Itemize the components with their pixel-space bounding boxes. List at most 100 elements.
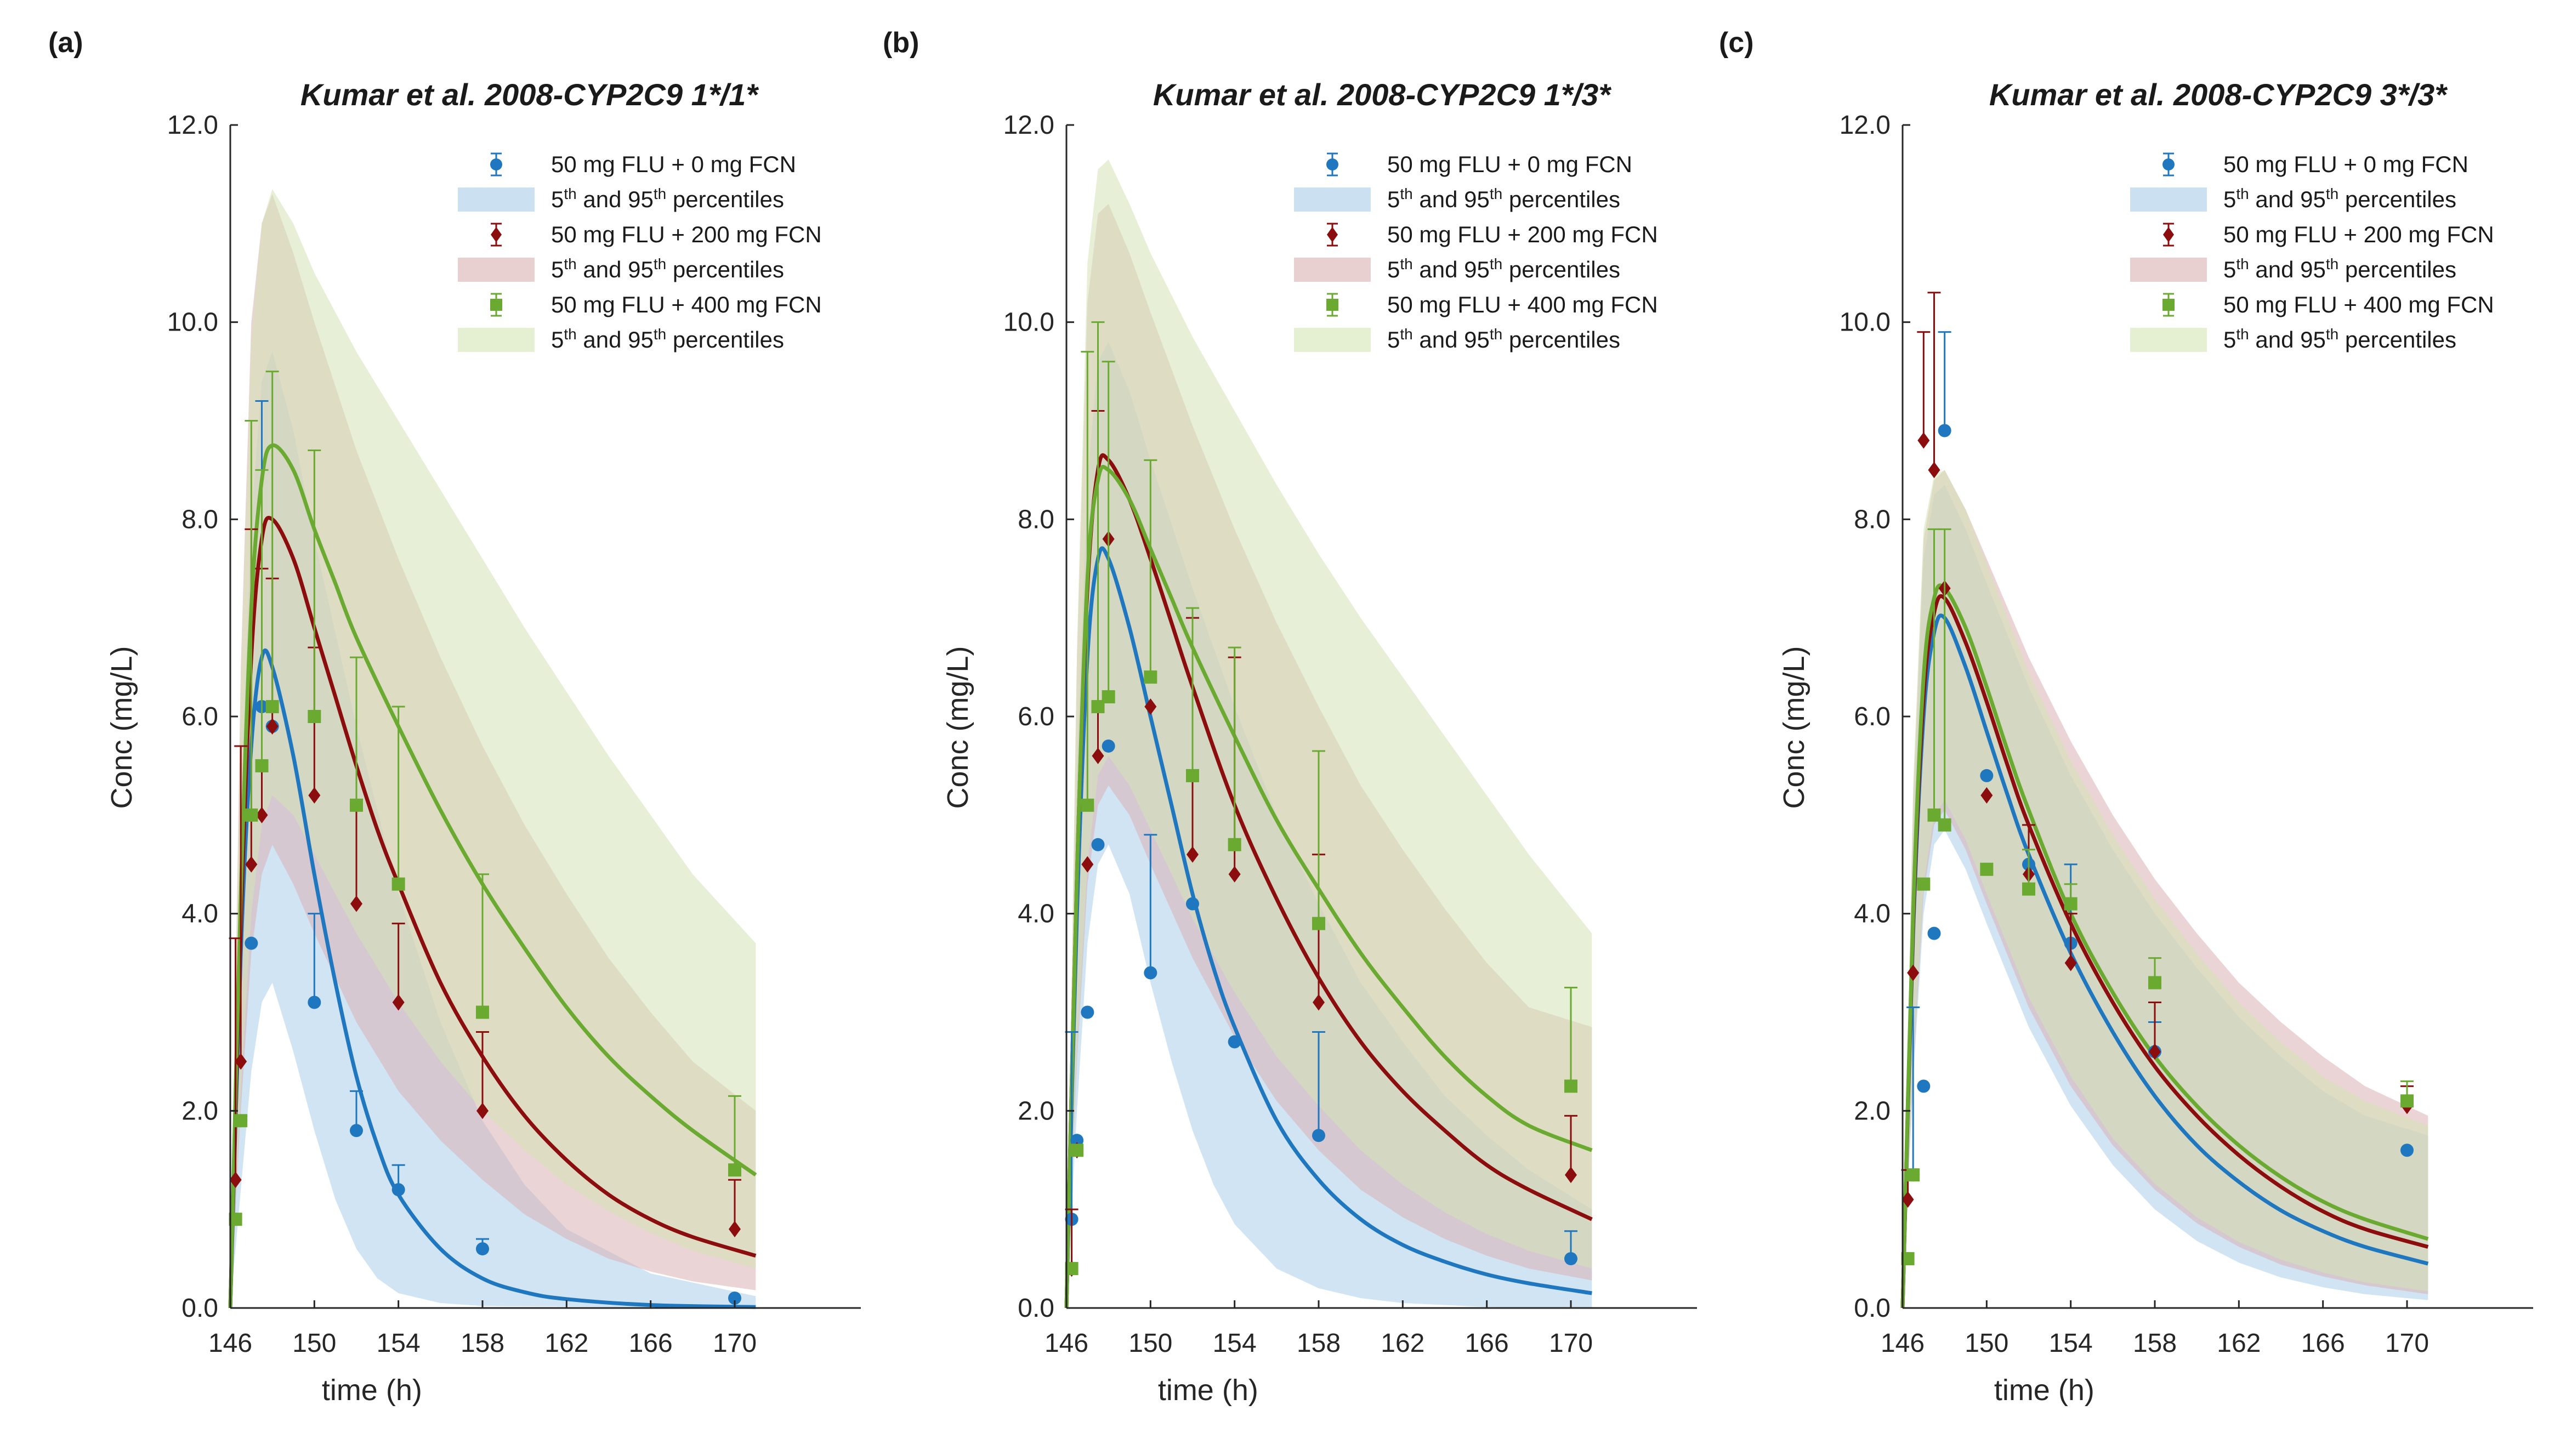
simulated-lines xyxy=(1064,453,1593,1309)
y-tick-label: 0.0 xyxy=(1854,1294,1891,1323)
chart-panel-c: (c) Kumar et al. 2008-CYP2C9 3*/3* 0.0 2.0 4… xyxy=(1719,27,2533,1407)
chart-panel-a: (a) Kumar et al. 2008-CYP2C9 1*/1* 0.0 2.0 4… xyxy=(48,27,861,1407)
x-axis-label: time (h) xyxy=(1158,1374,1258,1407)
data-point xyxy=(476,1242,489,1256)
legend-label: 50 mg FLU + 200 mg FCN xyxy=(551,221,822,247)
y-axis-label: Conc (mg/L) xyxy=(1778,646,1810,809)
data-point xyxy=(1901,1191,1914,1208)
data-point xyxy=(229,1171,242,1188)
axes: 0.0 2.0 4.0 6.0 8.0 10.0 12.0 146 150 154 158 162 16… xyxy=(105,111,861,1407)
y-tick-label: 8.0 xyxy=(1854,505,1891,534)
data-point xyxy=(1228,838,1241,851)
data-point xyxy=(1906,1168,1920,1182)
data-point xyxy=(245,808,258,822)
data-point xyxy=(1917,1079,1931,1093)
simulated-line-circle xyxy=(1064,546,1592,1309)
data-point xyxy=(229,1213,242,1226)
y-tick-label: 4.0 xyxy=(1854,900,1891,929)
data-point xyxy=(1186,897,1199,911)
x-tick-label: 154 xyxy=(2049,1329,2093,1358)
data-point xyxy=(728,1163,741,1177)
panel-label: (c) xyxy=(1719,27,1754,59)
legend-band-swatch-icon xyxy=(1294,258,1371,282)
x-tick-label: 146 xyxy=(208,1329,252,1358)
legend-band-label: 5th and 95th percentiles xyxy=(1387,326,1620,353)
data-point xyxy=(2149,1043,2161,1060)
data-point xyxy=(1228,1035,1241,1049)
data-point xyxy=(729,1221,741,1238)
data-point xyxy=(1228,866,1241,883)
legend-diamond-marker-icon xyxy=(491,227,502,242)
axes: 0.0 2.0 4.0 6.0 8.0 10.0 12.0 146 150 154 158 162 16… xyxy=(1778,111,2533,1407)
data-point xyxy=(1102,690,1115,704)
data-point xyxy=(1186,769,1199,782)
data-point xyxy=(1102,739,1115,753)
y-tick-label: 8.0 xyxy=(1018,505,1054,534)
x-tick-label: 150 xyxy=(292,1329,336,1358)
x-tick-label: 146 xyxy=(1881,1329,1925,1358)
data-point xyxy=(1565,1167,1577,1184)
legend: 50 mg FLU + 0 mg FCN 5th and 95th percent… xyxy=(458,151,822,352)
data-point xyxy=(255,759,269,772)
x-tick-label: 170 xyxy=(2385,1329,2429,1358)
x-tick-label: 166 xyxy=(1465,1329,1509,1358)
data-point xyxy=(256,806,268,823)
x-axis-label: time (h) xyxy=(322,1374,422,1407)
y-tick-label: 2.0 xyxy=(1854,1096,1891,1125)
data-point xyxy=(1081,1005,1094,1019)
x-tick-label: 146 xyxy=(1045,1329,1088,1358)
percentile-band-square xyxy=(1066,159,1592,1309)
data-point xyxy=(235,1053,247,1070)
data-point xyxy=(2022,882,2035,896)
legend-square-marker-icon xyxy=(2162,299,2175,311)
data-point xyxy=(476,1102,489,1119)
data-point xyxy=(1564,1252,1577,1266)
y-tick-label: 0.0 xyxy=(181,1294,218,1323)
data-point xyxy=(2400,1144,2414,1157)
y-tick-label: 6.0 xyxy=(1854,702,1891,731)
data-point xyxy=(1187,846,1199,863)
legend-label: 50 mg FLU + 400 mg FCN xyxy=(2223,292,2494,317)
panel-label: (b) xyxy=(883,27,919,59)
y-tick-label: 10.0 xyxy=(167,308,218,337)
y-tick-label: 2.0 xyxy=(181,1096,218,1125)
data-point xyxy=(1901,1252,1915,1266)
y-tick-label: 6.0 xyxy=(181,702,218,731)
data-point xyxy=(391,877,405,891)
y-tick-label: 4.0 xyxy=(181,900,218,929)
y-tick-label: 0.0 xyxy=(1018,1294,1054,1323)
y-tick-label: 10.0 xyxy=(1003,308,1054,337)
x-tick-label: 162 xyxy=(2217,1329,2261,1358)
panel-label: (a) xyxy=(48,27,83,59)
axes: 0.0 2.0 4.0 6.0 8.0 10.0 12.0 146 150 154 158 162 16… xyxy=(941,111,1697,1407)
data-point xyxy=(1907,964,1920,981)
data-point xyxy=(2064,897,2077,911)
legend-band-swatch-icon xyxy=(1294,187,1371,212)
data-point xyxy=(1312,1129,1325,1142)
x-tick-label: 158 xyxy=(461,1329,504,1358)
data-point xyxy=(1927,926,1941,940)
data-point xyxy=(2148,976,2161,989)
data-point xyxy=(1312,917,1325,930)
x-tick-label: 150 xyxy=(1965,1329,2008,1358)
legend-label: 50 mg FLU + 200 mg FCN xyxy=(1387,221,1658,247)
data-point xyxy=(308,787,321,804)
data-point xyxy=(1144,670,1157,684)
simulated-line-square xyxy=(228,443,757,1309)
observed-data xyxy=(229,371,741,1305)
data-point xyxy=(1065,1262,1079,1276)
percentile-band-circle xyxy=(230,351,756,1308)
x-tick-label: 150 xyxy=(1128,1329,1172,1358)
legend-band-label: 5th and 95th percentiles xyxy=(2223,326,2456,353)
data-point xyxy=(245,936,258,950)
data-point xyxy=(1980,769,1994,782)
legend-label: 50 mg FLU + 0 mg FCN xyxy=(2223,151,2468,177)
data-point xyxy=(1313,994,1325,1011)
simulated-line-square xyxy=(1064,465,1593,1309)
data-point xyxy=(1917,432,1930,449)
legend-band-swatch-icon xyxy=(1294,328,1371,352)
legend-label: 50 mg FLU + 200 mg FCN xyxy=(2223,221,2494,247)
legend-band-swatch-icon xyxy=(458,187,535,212)
legend-band-label: 5th and 95th percentiles xyxy=(551,255,784,283)
x-tick-label: 170 xyxy=(1549,1329,1593,1358)
